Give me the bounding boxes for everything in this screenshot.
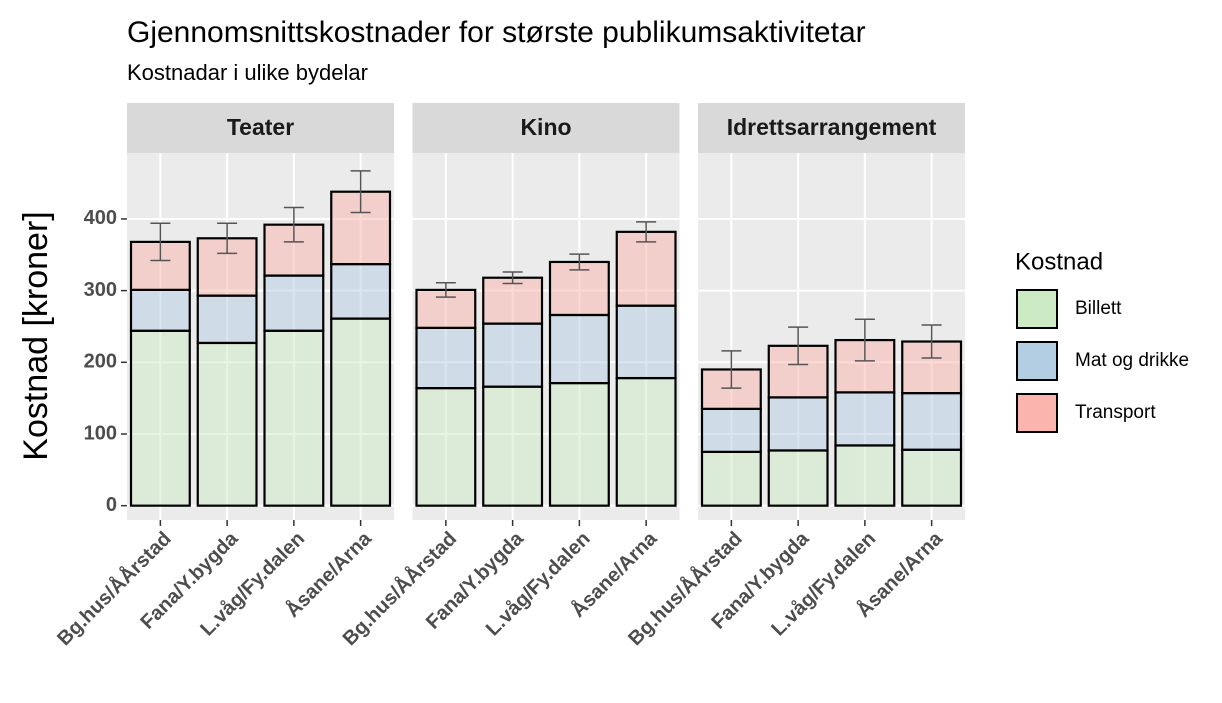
chart-title: Gjennomsnittskostnader for største publi… [127,16,866,49]
error-bar [569,253,590,271]
bar-segment [482,385,544,507]
bar-segment [129,329,191,507]
legend-label: Billett [1075,298,1122,319]
strip-background [127,103,394,153]
y-tick-label: 100 [84,422,117,444]
error-bar [150,222,171,262]
legend-key [1016,341,1058,381]
error-bar [854,318,875,362]
strip-label: Kino [520,114,571,140]
bar-segment [901,392,963,451]
legend-key [1016,289,1058,329]
error-bar [283,206,304,243]
legend-label: Mat og drikke [1075,350,1189,371]
bar-segment [548,260,610,317]
bar-segment [767,396,829,452]
bar-segment [834,444,896,507]
error-bar [788,326,809,366]
bar-segment [767,449,829,507]
error-bar [921,324,942,359]
y-tick-label: 200 [84,351,117,373]
legend-title: Kostnad [1015,248,1103,275]
strip-label: Teater [227,114,294,140]
bar-segment [482,276,544,325]
bar-segment [615,230,677,307]
bar-segment [415,387,477,507]
bar-segment [482,322,544,388]
bar-segment [700,407,762,454]
strip-background [412,103,680,153]
bar-segment [263,223,325,277]
error-bar [217,222,238,255]
error-bar [636,221,657,243]
strip-label: Idrettsarrangement [727,114,937,140]
y-tick-label: 0 [106,494,117,516]
bar-segment [548,313,610,385]
error-bar [502,271,523,285]
bar-segment [196,341,258,507]
legend-key [1016,393,1058,433]
legend-label: Transport [1075,402,1156,423]
error-bar [435,281,456,298]
bar-segment [263,329,325,507]
bar-segment [415,326,477,390]
error-bar [721,350,742,389]
bar-segment [901,448,963,507]
bar-segment [196,294,258,345]
bar-segment [548,381,610,507]
bar-segment [615,376,677,507]
bar-segment [834,391,896,447]
y-tick-label: 300 [84,279,117,301]
bar-segment [700,450,762,507]
bar-segment [330,263,392,320]
error-bar [350,170,371,214]
strip-background [698,103,965,153]
bar-segment [330,317,392,507]
bar-segment [615,304,677,380]
y-axis-label: Kostnad [kroner] [17,211,55,460]
bar-segment [129,288,191,332]
x-tick-label: Bg.hus/ÅÅrstad [52,526,176,650]
y-tick-label: 400 [84,207,117,229]
bar-segment [263,274,325,332]
chart-subtitle: Kostnadar i ulike bydelar [127,60,368,85]
